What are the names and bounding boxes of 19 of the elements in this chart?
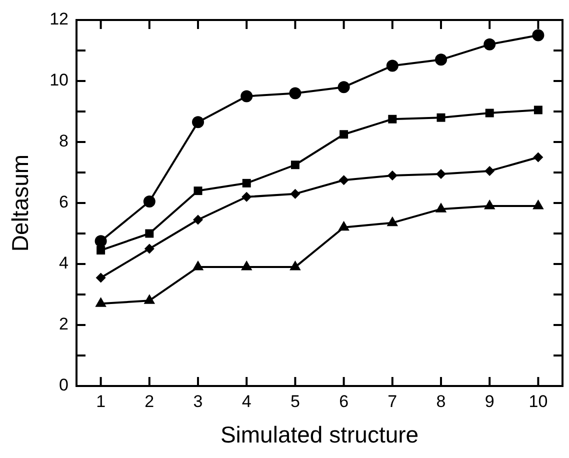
x-tick-label: 1 [96,392,106,411]
y-axis-title: Deltasum [7,154,34,252]
y-tick-label: 2 [59,314,69,334]
y-tick-label: 0 [59,376,69,395]
x-tick-label: 6 [339,392,349,411]
x-tick-label: 4 [242,392,252,411]
y-tick-label: 10 [50,70,69,90]
x-axis-title: Simulated structure [220,422,419,448]
y-tick-label: 12 [50,10,69,29]
y-tick-label: 6 [59,192,69,212]
x-tick-label: 5 [290,392,300,411]
x-tick-label: 8 [436,392,446,411]
x-tick-label: 9 [484,392,494,411]
y-tick-label: 4 [59,254,69,273]
x-tick-label: 10 [528,392,548,411]
x-tick-label: 7 [388,392,398,411]
x-tick-label: 3 [193,392,203,411]
y-tick-label: 8 [59,132,69,151]
x-tick-label: 2 [144,392,154,411]
